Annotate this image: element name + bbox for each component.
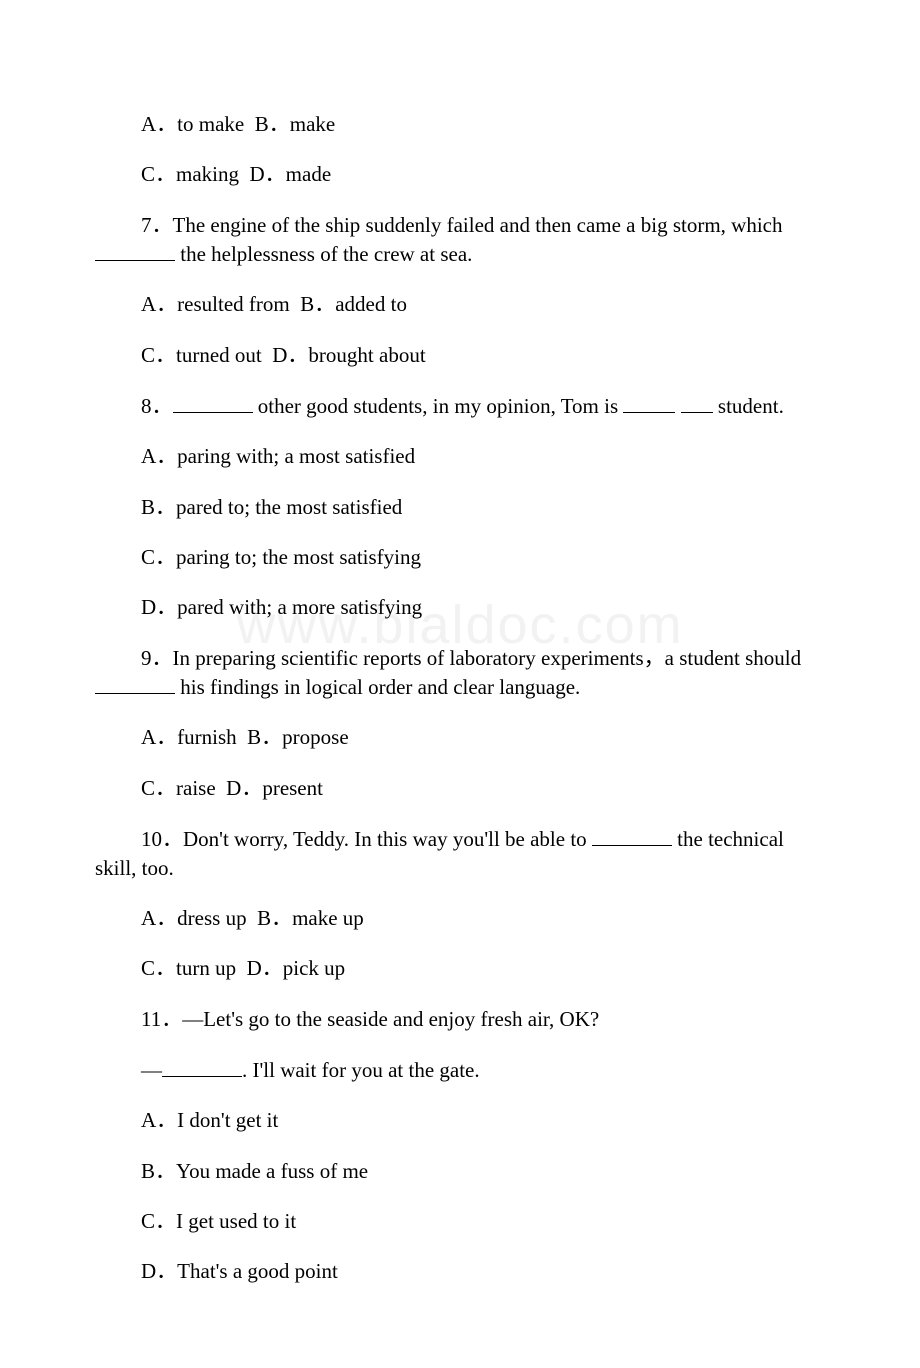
q8-option-a: A．paring with; a most satisfied bbox=[95, 442, 825, 470]
q7-option-d: D．brought about bbox=[272, 343, 425, 367]
q8-option-d: D．pared with; a more satisfying bbox=[95, 593, 825, 621]
q11-stem: 11．—Let's go to the seaside and enjoy fr… bbox=[95, 1005, 825, 1033]
q10-option-a: A．dress up bbox=[141, 906, 247, 930]
blank bbox=[95, 239, 175, 261]
q9-option-c: C．raise bbox=[141, 776, 216, 800]
q6-options-row1: A．to make B．make bbox=[95, 110, 825, 138]
q8-option-b: B．pared to; the most satisfied bbox=[95, 493, 825, 521]
q7-stem-b: the helplessness of the crew at sea. bbox=[175, 242, 472, 266]
q8-stem-a: 8． bbox=[141, 394, 173, 418]
blank bbox=[95, 672, 175, 694]
q10-options-row2: C．turn up D．pick up bbox=[95, 954, 825, 982]
blank bbox=[162, 1055, 242, 1077]
q9-options-row1: A．furnish B．propose bbox=[95, 723, 825, 751]
blank bbox=[623, 391, 675, 413]
q10-stem: 10．Don't worry, Teddy. In this way you'l… bbox=[95, 824, 825, 882]
q8-stem: 8． other good students, in my opinion, T… bbox=[95, 391, 825, 420]
q11-option-d: D．That's a good point bbox=[95, 1257, 825, 1285]
q9-stem-a: 9．In preparing scientific reports of lab… bbox=[141, 646, 801, 670]
blank bbox=[681, 391, 713, 413]
q11-option-c: C．I get used to it bbox=[95, 1207, 825, 1235]
q6-option-d: D．made bbox=[250, 162, 332, 186]
q6-option-b: B．make bbox=[255, 112, 335, 136]
q7-options-row2: C．turned out D．brought about bbox=[95, 341, 825, 369]
q10-option-b: B．make up bbox=[257, 906, 364, 930]
q7-stem-a: 7．The engine of the ship suddenly failed… bbox=[141, 213, 783, 237]
q9-option-a: A．furnish bbox=[141, 725, 237, 749]
q11-option-a: A．I don't get it bbox=[95, 1106, 825, 1134]
q9-option-d: D．present bbox=[226, 776, 323, 800]
q6-option-a: A．to make bbox=[141, 112, 244, 136]
q7-option-c: C．turned out bbox=[141, 343, 262, 367]
q6-option-c: C．making bbox=[141, 162, 239, 186]
q9-stem: 9．In preparing scientific reports of lab… bbox=[95, 644, 825, 702]
q9-option-b: B．propose bbox=[247, 725, 349, 749]
q11-resp-b: . I'll wait for you at the gate. bbox=[242, 1058, 480, 1082]
q10-option-c: C．turn up bbox=[141, 956, 236, 980]
q11-option-b: B．You made a fuss of me bbox=[95, 1157, 825, 1185]
q7-option-a: A．resulted from bbox=[141, 292, 290, 316]
q7-options-row1: A．resulted from B．added to bbox=[95, 290, 825, 318]
blank bbox=[173, 391, 253, 413]
q10-options-row1: A．dress up B．make up bbox=[95, 904, 825, 932]
document-page: A．to make B．make C．making D．made 7．The e… bbox=[0, 0, 920, 1368]
q9-stem-b: his findings in logical order and clear … bbox=[175, 675, 580, 699]
q8-option-c: C．paring to; the most satisfying bbox=[95, 543, 825, 571]
q10-option-d: D．pick up bbox=[247, 956, 346, 980]
q7-stem: 7．The engine of the ship suddenly failed… bbox=[95, 211, 825, 269]
q6-options-row2: C．making D．made bbox=[95, 160, 825, 188]
q10-stem-a: 10．Don't worry, Teddy. In this way you'l… bbox=[141, 827, 592, 851]
q9-options-row2: C．raise D．present bbox=[95, 774, 825, 802]
q7-option-b: B．added to bbox=[300, 292, 407, 316]
q8-stem-b: other good students, in my opinion, Tom … bbox=[253, 394, 624, 418]
blank bbox=[592, 824, 672, 846]
q11-response: — . I'll wait for you at the gate. bbox=[95, 1055, 825, 1084]
q8-stem-c: student. bbox=[713, 394, 784, 418]
q11-resp-a: — bbox=[141, 1058, 162, 1082]
